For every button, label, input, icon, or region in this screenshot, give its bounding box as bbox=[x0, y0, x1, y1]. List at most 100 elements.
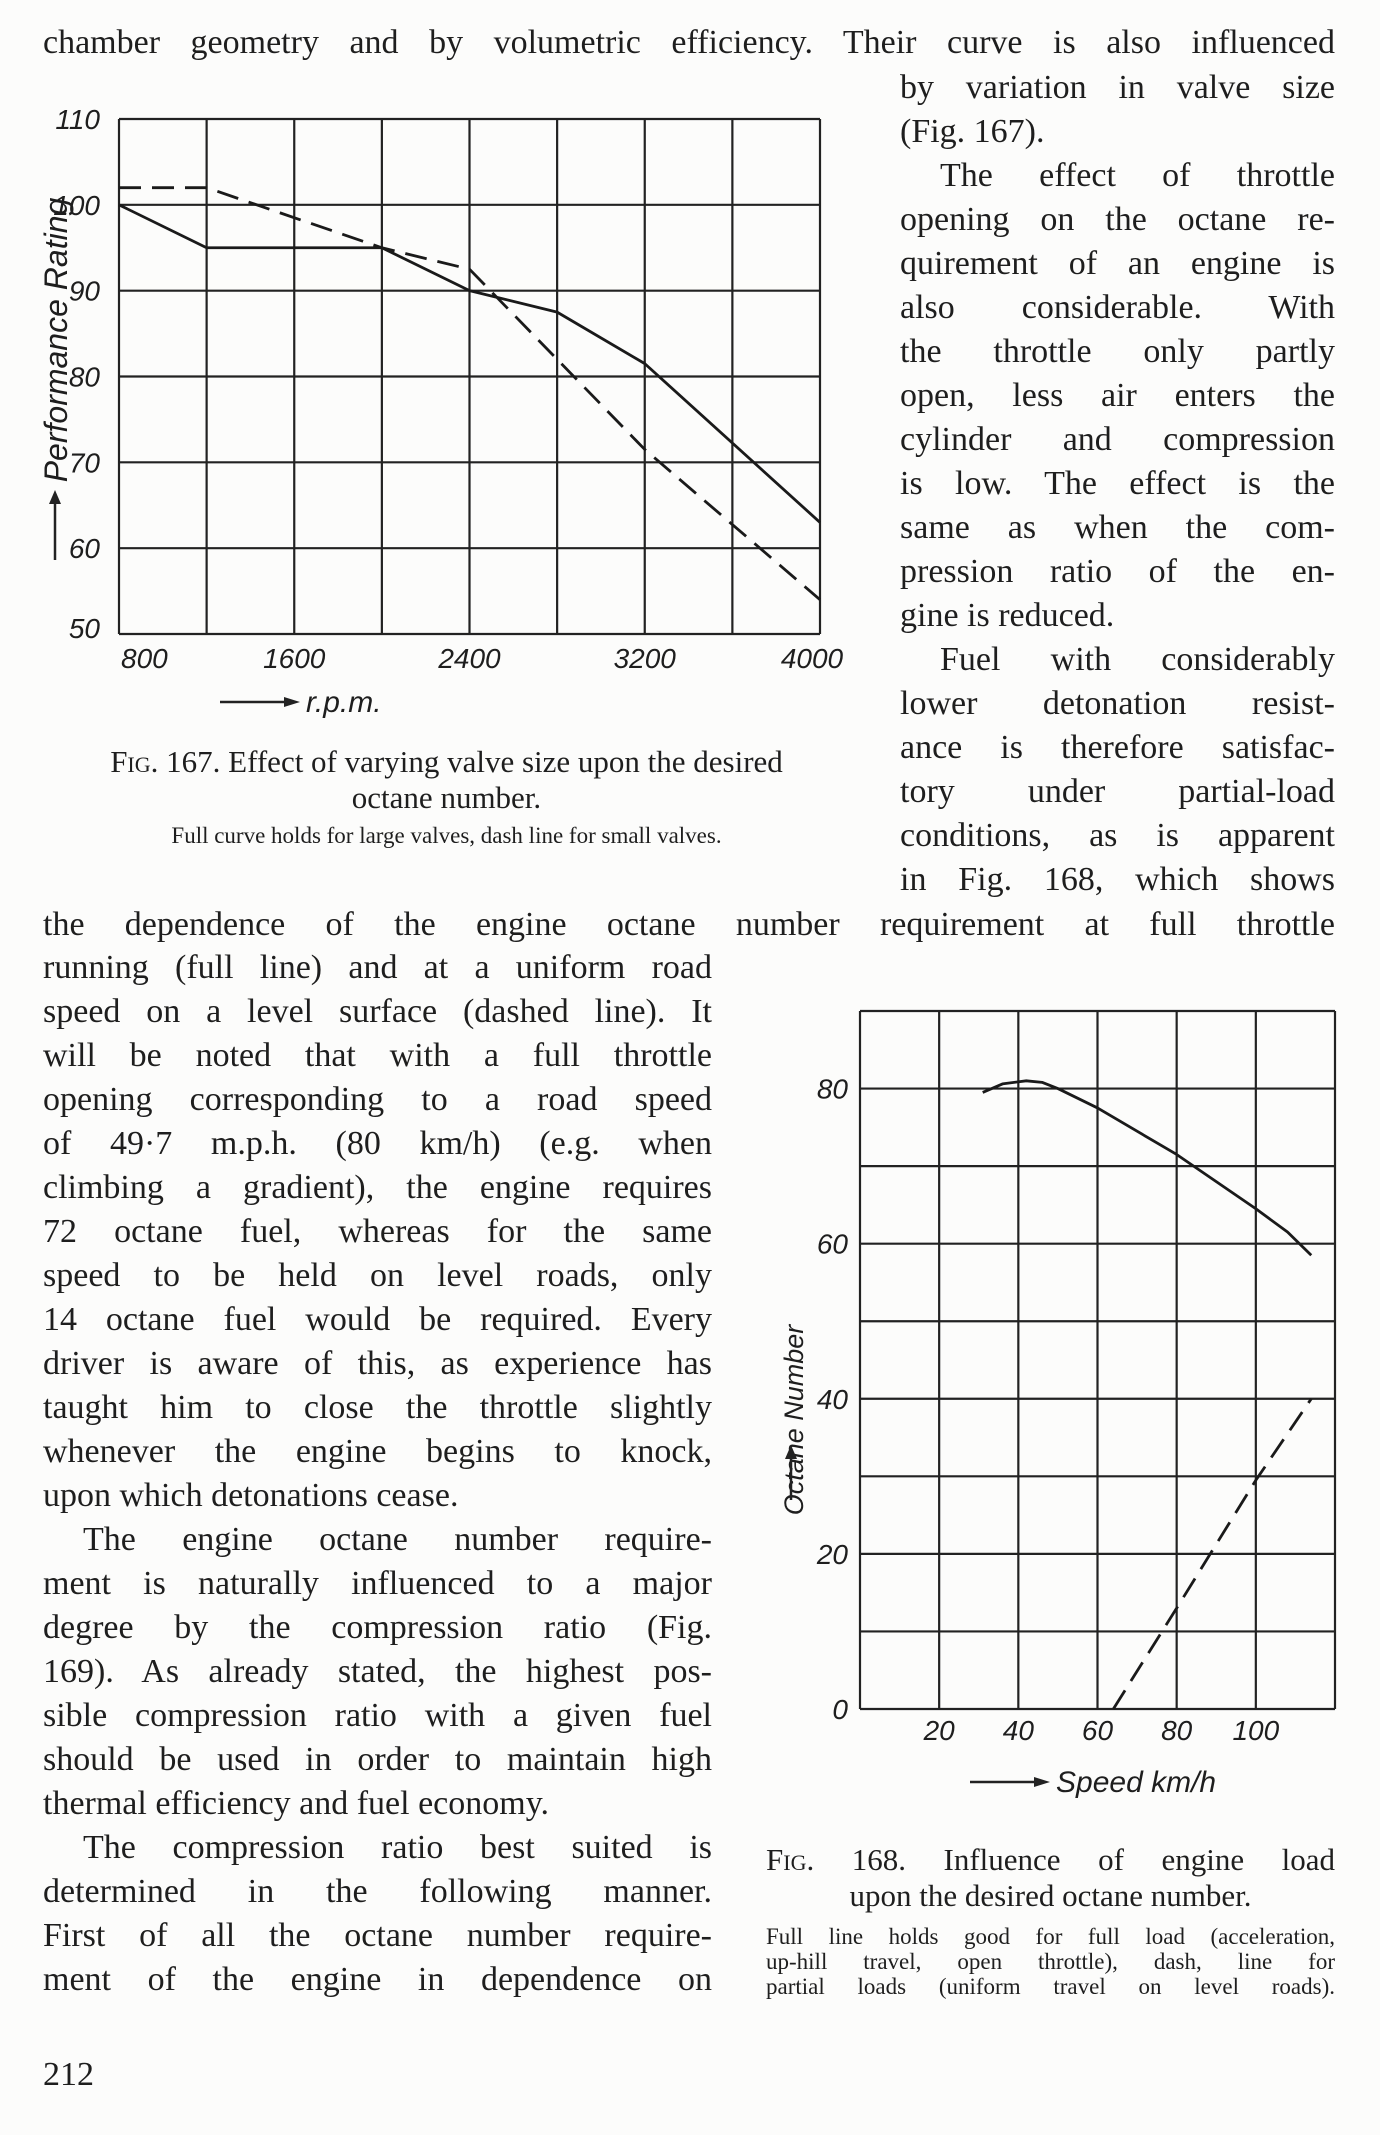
text-line: taught him to close the throttle slightl… bbox=[43, 1389, 712, 1426]
fig167-y-tick-label: 100 bbox=[53, 190, 100, 221]
fig168-y-tick-label: 40 bbox=[817, 1384, 849, 1415]
text-line: climbing a gradient), the engine require… bbox=[43, 1169, 712, 1206]
left-text-column: running (full line) and at a uniform roa… bbox=[43, 946, 712, 2002]
top-text-line: chamber geometry and by volumetric effic… bbox=[43, 21, 1335, 65]
text-line: determined in the following manner. bbox=[43, 1873, 712, 1910]
fig168-y-axis-arrowhead-icon bbox=[785, 1445, 797, 1459]
text-line: driver is aware of this, as experience h… bbox=[43, 1345, 712, 1382]
text-line: First of all the octane number require- bbox=[43, 1917, 712, 1954]
text-line: opening on the octane re- bbox=[900, 201, 1335, 238]
text-line: whenever the engine begins to knock, bbox=[43, 1433, 712, 1470]
fig168-note-line: Full line holds good for full load (acce… bbox=[766, 1924, 1335, 1949]
fig167-x-axis-arrowhead-icon bbox=[284, 697, 300, 707]
fig168-x-tick-label: 80 bbox=[1161, 1715, 1193, 1746]
fig167-note-text: Full curve holds for large valves, dash … bbox=[171, 823, 722, 848]
text-line: upon which detonations cease. bbox=[43, 1477, 459, 1514]
text-line: open, less air enters the bbox=[900, 377, 1335, 414]
text-line: also considerable. With bbox=[900, 289, 1335, 326]
fig168-caption: Fig. 168. Influence of engine load upon … bbox=[766, 1842, 1335, 1914]
text-line: pression ratio of the en- bbox=[900, 553, 1335, 590]
text-line: quirement of an engine is bbox=[900, 245, 1335, 282]
fig168-x-tick-label: 40 bbox=[1003, 1715, 1035, 1746]
text-line: the throttle only partly bbox=[900, 333, 1335, 370]
text-line: should be used in order to maintain high bbox=[43, 1741, 712, 1778]
fig167-series-solid-line bbox=[118, 203, 821, 524]
text-line: opening corresponding to a road speed bbox=[43, 1081, 712, 1118]
text-line: conditions, as is apparent bbox=[900, 817, 1335, 854]
text-line: in Fig. 168, which shows bbox=[900, 861, 1335, 898]
fig167-note: Full curve holds for large valves, dash … bbox=[43, 823, 850, 848]
fig168-x-tick-label: 20 bbox=[923, 1715, 956, 1746]
fig167-title-1: Effect of varying valve size upon the de… bbox=[228, 744, 783, 779]
text-line: The effect of throttle bbox=[940, 157, 1335, 194]
text-line: 14 octane fuel would be required. Every bbox=[43, 1301, 712, 1338]
fig167-label: Fig. 167. bbox=[110, 744, 221, 779]
fig167-y-tick-label: 70 bbox=[69, 447, 101, 478]
text-line: chamber geometry and by volumetric effic… bbox=[43, 24, 1335, 61]
fig168-x-tick-label: 60 bbox=[1082, 1715, 1114, 1746]
text-line: will be noted that with a full throttle bbox=[43, 1037, 712, 1074]
text-line: lower detonation resist- bbox=[900, 685, 1335, 722]
text-line: tory under partial-load bbox=[900, 773, 1335, 810]
text-line: The engine octane number require- bbox=[83, 1521, 712, 1558]
fig168-label: Fig. 168. bbox=[766, 1842, 906, 1877]
fig168-title-2: upon the desired octane number. bbox=[849, 1878, 1252, 1913]
fig167-y-tick-label: 80 bbox=[69, 362, 101, 393]
text-line: ment is naturally influenced to a major bbox=[43, 1565, 712, 1602]
text-line: gine is reduced. bbox=[900, 597, 1115, 634]
fig168-x-axis-arrowhead-icon bbox=[1034, 1777, 1050, 1787]
fig168-note-line: partial loads (uniform travel on level r… bbox=[766, 1974, 1335, 1999]
fig167-x-tick-label: 2400 bbox=[437, 643, 501, 674]
fig167-y-tick-label: 50 bbox=[69, 613, 101, 644]
fig167-series-dashed-line bbox=[119, 186, 821, 601]
fig167-x-tick-label: 800 bbox=[121, 643, 168, 674]
full-width-text-line: the dependence of the engine octane numb… bbox=[43, 903, 1335, 947]
text-line: of 49·7 m.p.h. (80 km/h) (e.g. when bbox=[43, 1125, 712, 1162]
text-line: (Fig. 167). bbox=[900, 113, 1045, 150]
fig167-y-axis-title: Performance Rating bbox=[38, 198, 74, 483]
fig168-title-1: Influence of engine load bbox=[943, 1842, 1335, 1877]
right-text-column: by variation in valve size (Fig. 167). The… bbox=[900, 66, 1335, 902]
fig168-note-line: up-hill travel, open throttle), dash, li… bbox=[766, 1949, 1335, 1974]
fig168-y-axis-title: Octane Number bbox=[779, 1324, 809, 1516]
fig167-caption: Fig. 167. Effect of varying valve size u… bbox=[43, 744, 850, 816]
fig167-x-tick-label: 4000 bbox=[781, 643, 844, 674]
fig167-title-2: octane number. bbox=[351, 780, 542, 815]
fig168-x-tick-label: 100 bbox=[1232, 1715, 1279, 1746]
fig167-y-tick-label: 90 bbox=[69, 276, 101, 307]
text-line: is low. The effect is the bbox=[900, 465, 1335, 502]
fig167-x-axis-title: r.p.m. bbox=[306, 686, 382, 719]
text-line: thermal efficiency and fuel economy. bbox=[43, 1785, 549, 1822]
page-number: 212 bbox=[43, 2056, 94, 2093]
text-line: ance is therefore satisfac- bbox=[900, 729, 1335, 766]
text-line: The compression ratio best suited is bbox=[83, 1829, 712, 1866]
text-line: 169). As already stated, the highest pos… bbox=[43, 1653, 712, 1690]
text-line: the dependence of the engine octane numb… bbox=[43, 906, 1335, 943]
fig168-y-tick-label: 60 bbox=[817, 1229, 849, 1260]
text-line: running (full line) and at a uniform roa… bbox=[43, 949, 712, 986]
text-line: by variation in valve size bbox=[900, 69, 1335, 106]
fig167-x-tick-label: 3200 bbox=[614, 643, 677, 674]
fig168-series-dashed-line bbox=[1112, 1397, 1313, 1710]
fig167-y-tick-label: 60 bbox=[69, 533, 101, 564]
fig168-series-solid-line bbox=[982, 1079, 1313, 1257]
fig168-x-axis-title: Speed km/h bbox=[1056, 1766, 1216, 1799]
fig167-y-tick-label: 110 bbox=[55, 104, 100, 135]
fig168-note: Full line holds good for full load (acce… bbox=[766, 1924, 1335, 1999]
text-line: speed to be held on level roads, only bbox=[43, 1257, 712, 1294]
text-line: 72 octane fuel, whereas for the same bbox=[43, 1213, 712, 1250]
fig167-y-axis-arrowhead-icon bbox=[49, 490, 61, 504]
text-line: cylinder and compression bbox=[900, 421, 1335, 458]
text-line: Fuel with considerably bbox=[940, 641, 1335, 678]
text-line: sible compression ratio with a given fue… bbox=[43, 1697, 712, 1734]
fig168-y-tick-label: 20 bbox=[816, 1539, 849, 1570]
text-line: ment of the engine in dependence on bbox=[43, 1961, 712, 1998]
fig168-y-tick-label: 80 bbox=[817, 1074, 849, 1105]
fig168-y-tick-label: 0 bbox=[832, 1694, 848, 1725]
fig167-x-tick-label: 1600 bbox=[263, 643, 326, 674]
text-line: same as when the com- bbox=[900, 509, 1335, 546]
text-line: degree by the compression ratio (Fig. bbox=[43, 1609, 712, 1646]
text-line: speed on a level surface (dashed line). … bbox=[43, 993, 712, 1030]
